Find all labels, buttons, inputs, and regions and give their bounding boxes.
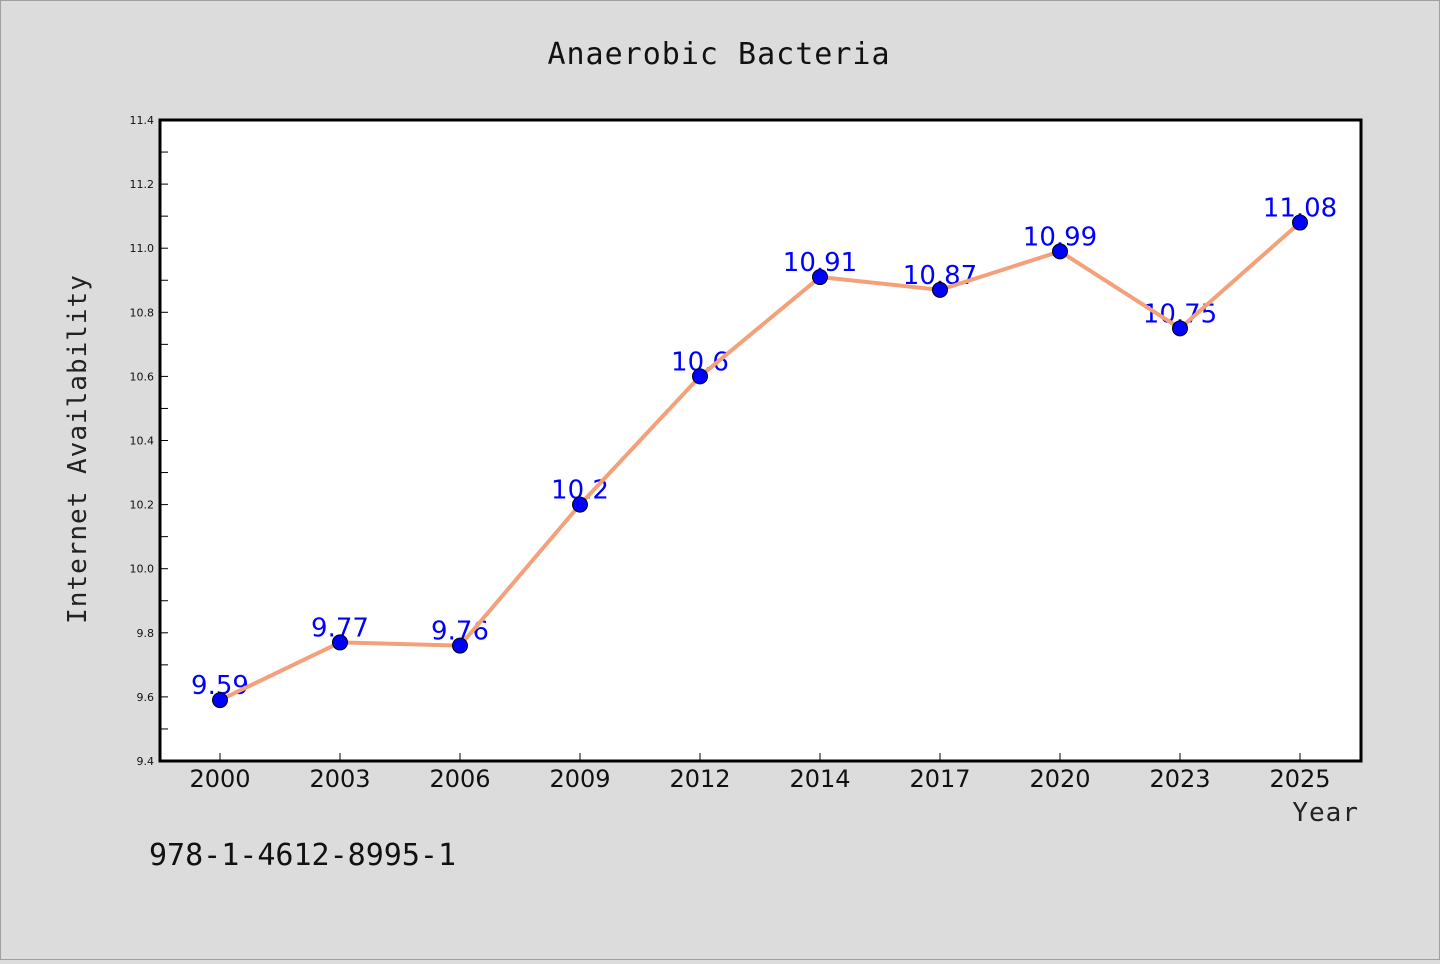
x-tick-label: 2012 <box>669 765 730 793</box>
x-tick-label: 2025 <box>1269 765 1330 793</box>
y-tick-label: 10.0 <box>130 563 155 576</box>
y-tick-label: 11.0 <box>130 242 155 255</box>
y-tick-label: 10.8 <box>130 306 155 319</box>
data-point <box>812 269 828 286</box>
data-point <box>452 637 468 654</box>
y-tick-label: 9.6 <box>137 691 155 704</box>
data-point <box>1292 214 1308 231</box>
y-tick-label: 9.4 <box>137 755 155 768</box>
x-tick-label: 2017 <box>909 765 970 793</box>
x-tick-label: 2020 <box>1029 765 1090 793</box>
data-point <box>572 496 588 513</box>
data-point <box>1172 320 1188 337</box>
data-point <box>692 368 708 385</box>
y-tick-label: 10.2 <box>130 499 155 512</box>
x-tick-label: 2006 <box>429 765 490 793</box>
data-point <box>332 634 348 651</box>
y-tick-label: 11.4 <box>130 114 155 127</box>
y-tick-label: 9.8 <box>137 627 155 640</box>
y-axis-label: Internet Availability <box>63 274 93 624</box>
chart-title: Anaerobic Bacteria <box>547 37 890 72</box>
x-tick-label: 2003 <box>309 765 370 793</box>
x-tick-label: 2023 <box>1149 765 1210 793</box>
data-point <box>212 692 228 709</box>
x-tick-label: 2014 <box>789 765 850 793</box>
plot-area <box>158 118 1363 763</box>
x-axis: 2000 2003 2006 2009 2012 2014 2017 2020 2023 2025 <box>189 753 1331 793</box>
y-tick-label: 11.2 <box>130 178 155 191</box>
series-group <box>212 214 1308 709</box>
x-tick-label: 2009 <box>549 765 610 793</box>
x-tick-label: 2000 <box>189 765 250 793</box>
data-point <box>932 281 948 298</box>
series-line <box>219 221 1302 702</box>
y-tick-label: 10.4 <box>130 435 155 448</box>
y-tick-label: 10.6 <box>130 370 155 383</box>
data-point <box>1052 243 1068 260</box>
isbn-text: 978-1-4612-8995-1 <box>149 838 456 873</box>
y-axis: 9.4 9.6 9.8 10.0 10.2 10.4 10.6 10.8 11.0 11.2 11.… <box>130 114 168 768</box>
x-axis-label: Year <box>1292 798 1359 828</box>
